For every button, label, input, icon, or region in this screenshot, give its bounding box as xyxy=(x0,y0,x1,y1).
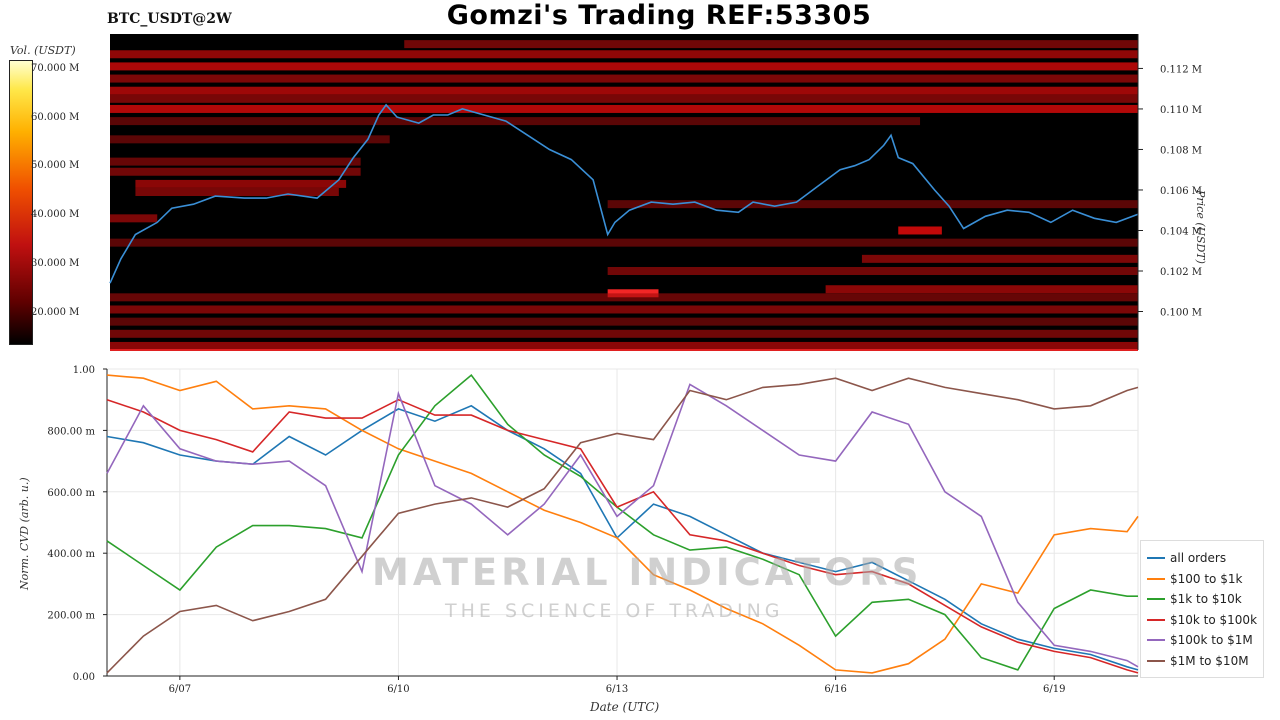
cvd-plot-area xyxy=(106,368,1139,677)
liquidity-band xyxy=(110,238,1138,247)
liquidity-band xyxy=(110,329,1138,338)
liquidity-band xyxy=(135,188,339,196)
colorbar-tick-label: 40.000 M xyxy=(31,209,80,221)
liquidity-band xyxy=(110,50,1138,59)
liquidity-band xyxy=(404,40,1138,49)
liquidity-band xyxy=(110,214,158,223)
x-axis-title: Date (UTC) xyxy=(590,700,660,714)
liquidity-band xyxy=(110,86,1138,95)
cvd-y-tick-label: 0.00 xyxy=(73,672,95,683)
price-tick-label: 0.112 M xyxy=(1160,64,1202,75)
colorbar-tick-label: 60.000 M xyxy=(31,111,80,123)
liquidity-band xyxy=(110,305,1138,314)
legend-label: $100k to $1M xyxy=(1170,633,1253,647)
price-tick-label: 0.108 M xyxy=(1160,145,1202,156)
cvd-x-tick-label: 6/07 xyxy=(169,684,191,695)
colorbar-tick-label: 50.000 M xyxy=(31,160,80,172)
cvd-y-axis-title: Norm. CVD (arb. u.) xyxy=(18,477,31,590)
cvd-series-line-2 xyxy=(106,373,1138,671)
cvd-x-tick-label: 6/16 xyxy=(824,684,846,695)
cvd-y-tick-label: 600.00 m xyxy=(47,488,95,499)
watermark-title: MATERIAL INDICATORS xyxy=(372,551,923,594)
liquidity-band xyxy=(110,293,1138,302)
liquidity-band xyxy=(110,62,1138,71)
liquidity-band xyxy=(110,167,361,176)
colorbar-tick-label: 30.000 M xyxy=(31,257,80,269)
watermark-subtitle: THE SCIENCE OF TRADING xyxy=(445,600,784,622)
legend: all orders $100 to $1k $1k to $10k $10k to … xyxy=(1140,540,1264,678)
liquidity-band xyxy=(607,200,1138,209)
price-tick-label: 0.104 M xyxy=(1160,226,1202,237)
liquidity-heatmap: 0.100 M 0.102 M 0.104 M 0.106 M 0.108 M 0.110… xyxy=(109,34,1202,351)
cvd-series-line-1 xyxy=(106,374,1139,674)
legend-swatch xyxy=(1147,618,1165,621)
liquidity-band xyxy=(898,226,942,235)
liquidity-band xyxy=(110,317,1138,326)
cvd-series-line-5 xyxy=(106,377,1139,674)
liquidity-band xyxy=(110,94,1138,103)
chart-title: Gomzi's Trading REF:53305 xyxy=(446,0,872,31)
cvd-x-tick-label: 6/10 xyxy=(387,684,409,695)
legend-label: $10k to $100k xyxy=(1170,612,1258,627)
cvd-y-tick-label: 200.00 m xyxy=(47,611,95,622)
cvd-y-tick-label: 1.00 xyxy=(73,365,95,376)
liquidity-band xyxy=(110,135,390,144)
liquidity-band xyxy=(110,74,1138,83)
legend-swatch xyxy=(1147,639,1165,641)
cvd-x-tick-label: 6/19 xyxy=(1043,684,1065,695)
price-line xyxy=(109,103,1139,284)
liquidity-band xyxy=(110,104,1138,113)
legend-label: all orders xyxy=(1170,551,1227,565)
legend-label: $1k to $10k xyxy=(1170,592,1242,606)
cvd-y-tick-label: 400.00 m xyxy=(47,549,95,560)
colorbar-title: Vol. (USDT) xyxy=(10,44,76,57)
colorbar-tick-label: 20.000 M xyxy=(31,306,80,318)
price-tick-label: 0.100 M xyxy=(1160,308,1202,319)
price-tick-label: 0.102 M xyxy=(1160,267,1202,278)
price-tick-label: 0.106 M xyxy=(1160,186,1202,197)
cvd-x-tick-label: 6/13 xyxy=(606,684,628,695)
price-tick-label: 0.110 M xyxy=(1160,105,1202,116)
liquidity-band xyxy=(825,285,1138,294)
cvd-series-line-3 xyxy=(106,398,1139,674)
legend-swatch xyxy=(1147,557,1165,559)
liquidity-band xyxy=(110,117,921,126)
colorbar-tick-label: 70.000 M xyxy=(31,62,80,74)
liquidity-band xyxy=(861,254,1138,263)
legend-swatch xyxy=(1147,577,1165,580)
legend-label: $1M to $10M xyxy=(1170,653,1249,668)
cvd-y-tick-label: 800.00 m xyxy=(47,426,95,437)
legend-swatch xyxy=(1147,659,1165,662)
legend-swatch xyxy=(1147,598,1165,600)
cvd-series-line-4 xyxy=(106,383,1139,668)
liquidity-band xyxy=(135,179,347,188)
liquidity-band xyxy=(607,289,659,298)
liquidity-band xyxy=(110,157,361,166)
liquidity-band xyxy=(607,267,1138,275)
legend-label: $100 to $1k xyxy=(1170,571,1243,586)
liquidity-band xyxy=(110,341,1138,350)
volume-colorbar xyxy=(9,60,33,345)
pair-label: BTC_USDT@2W xyxy=(107,11,232,27)
